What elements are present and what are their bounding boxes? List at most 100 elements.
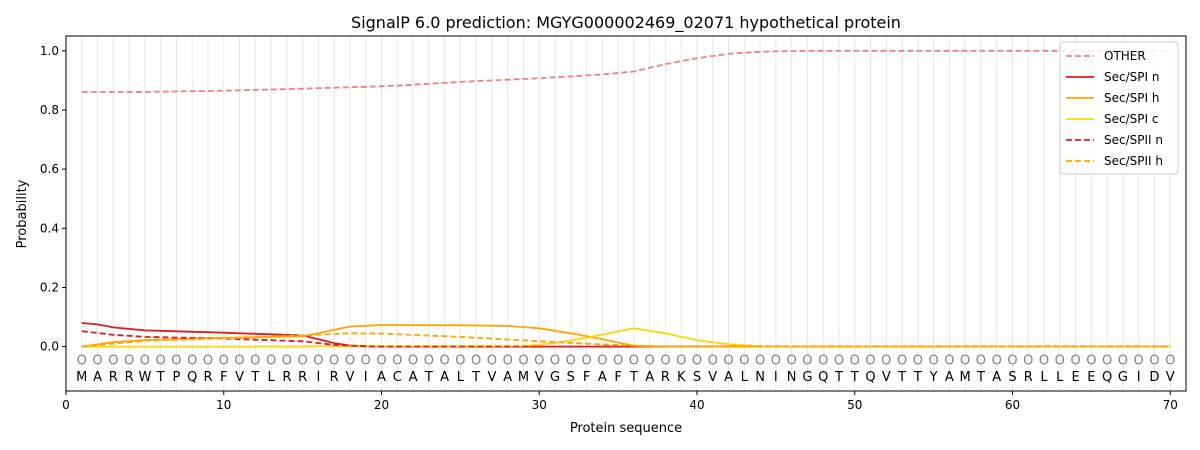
residue-letter: A: [992, 370, 1001, 385]
region-marker: O: [376, 353, 386, 368]
region-marker: O: [203, 353, 213, 368]
residue-letter: A: [93, 370, 102, 385]
x-tick-label: 50: [847, 398, 862, 412]
residue-letter: R: [282, 370, 291, 385]
region-marker: O: [408, 353, 418, 368]
region-marker: O: [392, 353, 402, 368]
region-marker: O: [944, 353, 954, 368]
residue-letter: E: [1087, 370, 1095, 385]
residue-letter: S: [567, 370, 575, 385]
region-marker: O: [755, 353, 765, 368]
x-tick-label: 0: [62, 398, 70, 412]
x-tick-label: 30: [532, 398, 547, 412]
residue-letter: V: [535, 370, 544, 385]
y-axis-ticks: 0.0 0.2 0.4 0.6 0.8 1.0: [40, 44, 66, 354]
residue-letter: T: [424, 370, 433, 385]
residue-letter: F: [220, 370, 227, 385]
region-marker: O: [660, 353, 670, 368]
legend-label: Sec/SPI c: [1104, 112, 1158, 126]
region-marker: O: [1039, 353, 1049, 368]
region-marker: O: [1165, 353, 1175, 368]
region-marker: O: [282, 353, 292, 368]
region-marker: O: [424, 353, 434, 368]
residue-letter: I: [364, 370, 368, 385]
region-marker: O: [503, 353, 513, 368]
y-tick-label: 0.2: [40, 280, 59, 294]
x-axis-ticks: 0 10 20 30 40 50 60 70: [62, 391, 1178, 412]
series-line-sec-spii-h: [81, 332, 1171, 348]
series-line-other: [81, 49, 1171, 94]
residue-letter: A: [503, 370, 512, 385]
region-marker: O: [439, 353, 449, 368]
region-marker: O: [455, 353, 465, 368]
y-axis-label: Probability: [15, 179, 30, 248]
residue-letter: A: [724, 370, 733, 385]
residue-letter: M: [518, 370, 529, 385]
region-marker: O: [345, 353, 355, 368]
residue-letter: N: [787, 370, 797, 385]
residue-letter: L: [1040, 370, 1048, 385]
residue-letter: A: [945, 370, 954, 385]
legend-label: OTHER: [1104, 49, 1146, 63]
region-marker: O: [140, 353, 150, 368]
sequence-annotations: OMOAOROROWOTOPOQOROFOVOTOLOROROIOROVOIOA…: [76, 353, 1175, 385]
region-marker: O: [787, 353, 797, 368]
residue-letter: L: [267, 370, 275, 385]
residue-letter: M: [76, 370, 87, 385]
residue-letter: R: [661, 370, 670, 385]
x-axis-label: Protein sequence: [570, 421, 682, 436]
region-marker: O: [171, 353, 181, 368]
region-marker: O: [992, 353, 1002, 368]
plot-frame: [65, 35, 1187, 392]
x-tick-label: 70: [1163, 398, 1178, 412]
chart-title: SignalP 6.0 prediction: MGYG000002469_02…: [351, 13, 901, 33]
region-marker: O: [928, 353, 938, 368]
residue-letter: T: [834, 370, 843, 385]
legend-label: Sec/SPI n: [1104, 70, 1159, 84]
region-marker: O: [313, 353, 323, 368]
y-tick-label: 0.8: [40, 103, 59, 117]
region-marker: O: [534, 353, 544, 368]
grid-lines: [81, 36, 1171, 391]
residue-letter: K: [677, 370, 686, 385]
residue-letter: G: [550, 370, 560, 385]
residue-letter: G: [1118, 370, 1128, 385]
region-marker: O: [897, 353, 907, 368]
series-line-sec-spi-h: [81, 324, 1171, 348]
x-tick-label: 20: [374, 398, 389, 412]
region-marker: O: [1086, 353, 1096, 368]
legend-box: [1059, 41, 1179, 175]
y-tick-label: 1.0: [40, 44, 59, 58]
residue-letter: L: [457, 370, 465, 385]
residue-letter: E: [1071, 370, 1079, 385]
residue-letter: W: [138, 370, 151, 385]
residue-letter: L: [1056, 370, 1064, 385]
region-marker: O: [960, 353, 970, 368]
region-marker: O: [361, 353, 371, 368]
region-marker: O: [739, 353, 749, 368]
residue-letter: L: [741, 370, 749, 385]
residue-letter: R: [109, 370, 118, 385]
residue-letter: A: [409, 370, 418, 385]
region-marker: O: [1134, 353, 1144, 368]
residue-letter: V: [708, 370, 717, 385]
region-marker: O: [124, 353, 134, 368]
residue-letter: Q: [818, 370, 828, 385]
x-tick-label: 10: [216, 398, 231, 412]
region-marker: O: [1055, 353, 1065, 368]
series-line-sec-spii-n: [81, 330, 1171, 348]
region-marker: O: [156, 353, 166, 368]
residue-letter: F: [614, 370, 621, 385]
residue-letter: V: [1166, 370, 1175, 385]
region-marker: O: [471, 353, 481, 368]
residue-letter: T: [156, 370, 165, 385]
residue-letter: I: [316, 370, 320, 385]
region-marker: O: [581, 353, 591, 368]
region-marker: O: [234, 353, 244, 368]
region-marker: O: [723, 353, 733, 368]
region-marker: O: [487, 353, 497, 368]
residue-letter: R: [125, 370, 134, 385]
region-marker: O: [913, 353, 923, 368]
legend-label: Sec/SPII h: [1104, 154, 1163, 168]
residue-letter: V: [487, 370, 496, 385]
